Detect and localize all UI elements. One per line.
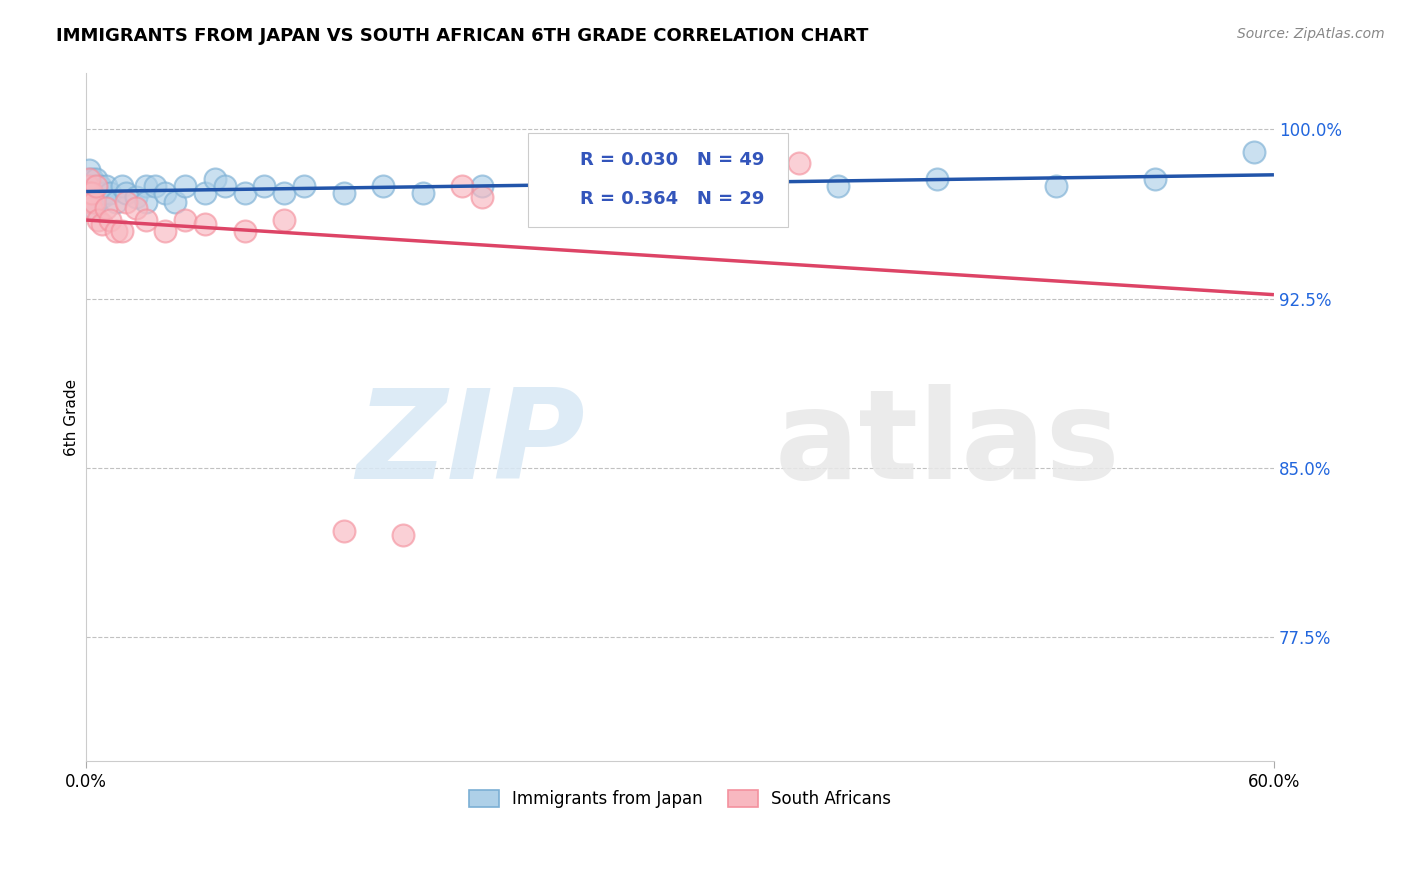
- Point: [80, 178, 103, 193]
- Point: [471, 190, 494, 204]
- Point: [82, 172, 104, 186]
- Point: [392, 528, 415, 542]
- Point: [76, 172, 98, 186]
- Point: [471, 178, 494, 193]
- Point: [253, 178, 276, 193]
- Point: [709, 186, 731, 200]
- Point: [77, 172, 100, 186]
- Point: [77, 163, 100, 178]
- Point: [82, 186, 104, 200]
- Text: R = 0.030   N = 49: R = 0.030 N = 49: [581, 152, 765, 169]
- Point: [135, 194, 157, 209]
- Point: [98, 186, 121, 200]
- Point: [76, 178, 98, 193]
- Point: [550, 186, 572, 200]
- Point: [292, 178, 315, 193]
- Point: [77, 178, 100, 193]
- Point: [98, 212, 121, 227]
- Point: [84, 172, 107, 186]
- Point: [124, 202, 146, 216]
- Point: [155, 186, 177, 200]
- Point: [332, 524, 354, 538]
- Point: [87, 186, 110, 200]
- Point: [84, 194, 107, 209]
- Point: [79, 194, 101, 209]
- Point: [233, 186, 256, 200]
- Point: [104, 194, 127, 209]
- Point: [165, 194, 187, 209]
- Point: [194, 217, 217, 231]
- Point: [787, 156, 810, 170]
- Point: [79, 186, 101, 200]
- Point: [89, 178, 111, 193]
- Point: [114, 186, 136, 200]
- Point: [77, 186, 100, 200]
- Text: atlas: atlas: [775, 384, 1121, 505]
- Point: [412, 186, 434, 200]
- Point: [630, 178, 652, 193]
- Point: [371, 178, 394, 193]
- Point: [194, 186, 217, 200]
- Point: [145, 178, 167, 193]
- Point: [104, 224, 127, 238]
- Point: [174, 178, 197, 193]
- Point: [204, 172, 226, 186]
- Point: [84, 178, 107, 193]
- Point: [1243, 145, 1265, 159]
- Point: [77, 194, 100, 209]
- Point: [124, 190, 146, 204]
- Point: [83, 194, 105, 209]
- Point: [79, 202, 101, 216]
- Point: [91, 190, 114, 204]
- Point: [1144, 172, 1167, 186]
- Point: [135, 178, 157, 193]
- Point: [155, 224, 177, 238]
- Point: [1045, 178, 1067, 193]
- Text: ZIP: ZIP: [356, 384, 585, 505]
- Text: Source: ZipAtlas.com: Source: ZipAtlas.com: [1237, 27, 1385, 41]
- Point: [233, 224, 256, 238]
- Y-axis label: 6th Grade: 6th Grade: [65, 378, 79, 456]
- Point: [650, 161, 672, 175]
- Point: [91, 217, 114, 231]
- Point: [114, 194, 136, 209]
- Point: [77, 186, 100, 200]
- Point: [83, 202, 105, 216]
- Point: [174, 212, 197, 227]
- Legend: Immigrants from Japan, South Africans: Immigrants from Japan, South Africans: [463, 783, 898, 814]
- Point: [451, 178, 474, 193]
- Point: [94, 202, 117, 216]
- Point: [79, 190, 101, 204]
- Point: [827, 178, 849, 193]
- Point: [273, 186, 295, 200]
- Point: [79, 178, 101, 193]
- Point: [111, 178, 134, 193]
- Point: [273, 212, 295, 227]
- Point: [93, 186, 115, 200]
- Point: [214, 178, 236, 193]
- Point: [87, 212, 110, 227]
- Point: [927, 172, 949, 186]
- Text: IMMIGRANTS FROM JAPAN VS SOUTH AFRICAN 6TH GRADE CORRELATION CHART: IMMIGRANTS FROM JAPAN VS SOUTH AFRICAN 6…: [56, 27, 869, 45]
- Point: [332, 186, 354, 200]
- Point: [82, 190, 104, 204]
- Point: [83, 178, 105, 193]
- Point: [111, 224, 134, 238]
- Text: R = 0.364   N = 29: R = 0.364 N = 29: [581, 190, 765, 208]
- Point: [94, 178, 117, 193]
- Point: [135, 212, 157, 227]
